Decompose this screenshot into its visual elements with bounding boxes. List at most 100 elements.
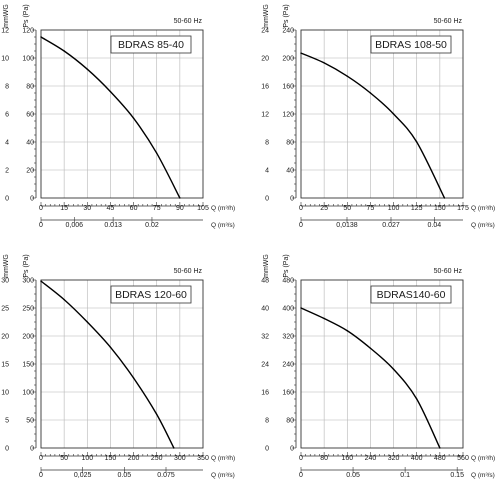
- x-tick-label: 0: [299, 455, 303, 462]
- y-left-tick-label: 32: [261, 334, 269, 341]
- x-axis-label: Q (m³/h): [471, 205, 495, 212]
- curve-point: [323, 62, 325, 64]
- x-tick-label: 175: [457, 205, 469, 212]
- y-left-tick-label: 10: [1, 390, 9, 397]
- x-tick-label: 250: [151, 455, 163, 462]
- y-right-tick-label: 60: [26, 112, 34, 119]
- x-tick-label: 160: [341, 455, 353, 462]
- curve-point: [392, 368, 395, 370]
- y-right-tick-label: 80: [286, 418, 294, 425]
- x2-axis-label: Q (m³/s): [471, 222, 495, 229]
- curve-point: [323, 317, 325, 320]
- y-left-tick-label: 20: [261, 56, 269, 63]
- y-left-tick-label: 0: [265, 446, 269, 453]
- curve-point: [346, 330, 348, 332]
- x-tick-label: 75: [367, 205, 375, 212]
- y-right-tick-label: 250: [22, 306, 34, 313]
- fan-curve-line: [40, 280, 175, 449]
- y-left-tick-label: 12: [1, 28, 9, 35]
- x-tick-label: 80: [320, 455, 328, 462]
- x2-tick-label: 0: [39, 472, 43, 479]
- x-tick-label: 25: [320, 205, 328, 212]
- model-title-box: [110, 285, 192, 304]
- y-right-tick-label: 0: [290, 196, 294, 203]
- curve-point: [132, 117, 135, 119]
- curve-point: [109, 90, 112, 93]
- x2-tick-label: 0,006: [66, 222, 84, 229]
- y-right-tick-label: 50: [26, 418, 34, 425]
- y-right-tick-label: 200: [282, 56, 294, 63]
- curve-point: [173, 447, 175, 449]
- x-tick-label: 50: [60, 455, 68, 462]
- curve-point: [86, 321, 88, 323]
- x-tick-label: 0: [299, 205, 303, 212]
- curve-point: [156, 152, 158, 154]
- y-left-tick-label: 10: [1, 56, 9, 63]
- curve-point: [346, 75, 348, 77]
- x2-tick-label: 0.02: [145, 222, 159, 229]
- y-unit-right-label: Ps (Pa): [23, 4, 30, 27]
- y-right-tick-label: 40: [26, 140, 34, 147]
- x-tick-label: 100: [81, 455, 93, 462]
- y-left-tick-label: 24: [261, 362, 269, 369]
- y-left-tick-label: 16: [261, 84, 269, 91]
- frequency-label: 50-60 Hz: [434, 268, 463, 275]
- y-unit-left-label: mmWG: [263, 4, 270, 28]
- plot-frame: [40, 29, 204, 199]
- x2-tick-label: 0.027: [382, 222, 400, 229]
- y-left-tick-label: 24: [261, 28, 269, 35]
- x2-axis-label: Q (m³/s): [471, 472, 495, 479]
- y-left-tick-label: 0: [5, 196, 9, 203]
- curve-point: [369, 92, 372, 94]
- x2-tick-label: 0.15: [450, 472, 464, 479]
- y-left-tick-label: 5: [5, 418, 9, 425]
- y-right-tick-label: 200: [22, 334, 34, 341]
- curve-point: [156, 413, 158, 416]
- x-axis-label: Q (m³/h): [471, 455, 495, 462]
- y-right-tick-label: 120: [22, 28, 34, 35]
- curve-point: [63, 50, 65, 52]
- y-right-tick-label: 480: [282, 278, 294, 285]
- x2-tick-label: 0.05: [346, 472, 360, 479]
- y-right-tick-label: 120: [282, 112, 294, 119]
- frequency-label: 50-60 Hz: [434, 18, 463, 25]
- y-left-tick-label: 16: [261, 390, 269, 397]
- x-tick-label: 125: [411, 205, 423, 212]
- x-tick-label: 480: [434, 455, 446, 462]
- x-tick-label: 350: [197, 455, 209, 462]
- y-left-tick-label: 0: [5, 446, 9, 453]
- y-right-tick-label: 240: [282, 362, 294, 369]
- x2-tick-label: 0: [39, 222, 43, 229]
- x-tick-label: 90: [176, 205, 184, 212]
- curve-point: [300, 307, 302, 309]
- frequency-label: 50-60 Hz: [174, 18, 203, 25]
- y-right-tick-label: 100: [22, 56, 34, 63]
- x2-tick-label: 0.04: [428, 222, 442, 229]
- x-tick-label: 105: [197, 205, 209, 212]
- y-right-tick-label: 100: [22, 390, 34, 397]
- y-left-tick-label: 30: [1, 278, 9, 285]
- model-title: BDRAS 85-40: [118, 39, 184, 51]
- x2-tick-label: 0.075: [157, 472, 175, 479]
- curve-point: [439, 447, 441, 449]
- y-right-tick-label: 40: [286, 168, 294, 175]
- y-unit-left-label: mmWG: [263, 254, 270, 278]
- y-right-tick-label: 160: [282, 390, 294, 397]
- y-right-tick-label: 320: [282, 334, 294, 341]
- x-tick-label: 75: [153, 205, 161, 212]
- plot-frame: [300, 29, 464, 199]
- curve-point: [63, 298, 65, 301]
- x-tick-label: 50: [343, 205, 351, 212]
- x-tick-label: 200: [128, 455, 140, 462]
- model-title-box: [370, 35, 452, 54]
- y-unit-right-label: Ps (Pa): [23, 254, 30, 277]
- y-right-tick-label: 0: [30, 196, 34, 203]
- y-left-tick-label: 48: [261, 278, 269, 285]
- fan-curve-line: [300, 52, 446, 199]
- curve-point: [40, 280, 42, 282]
- x2-tick-label: 0: [299, 222, 303, 229]
